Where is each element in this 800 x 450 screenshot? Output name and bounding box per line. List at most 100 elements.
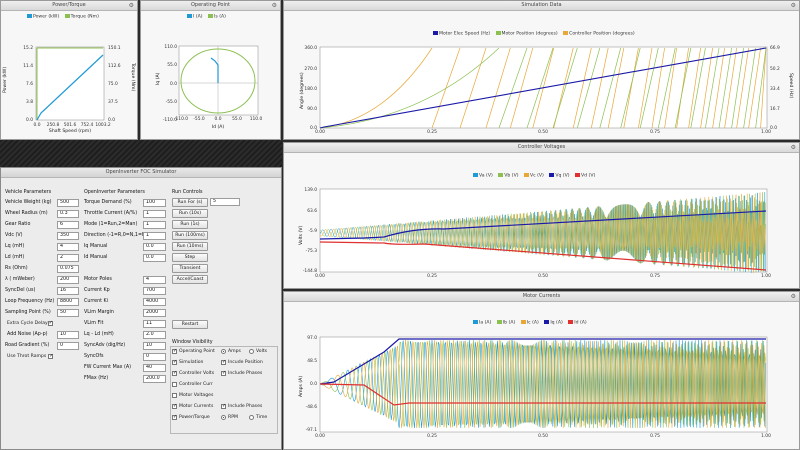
vehicle-parameters-header: Vehicle Parameters	[5, 190, 52, 195]
gear-icon[interactable]: ⚙	[790, 293, 796, 300]
gear-icon[interactable]: ⚙	[128, 2, 134, 9]
inverter-param-input[interactable]: 200.0	[143, 375, 166, 383]
inverter-param-input[interactable]: 40	[143, 364, 166, 372]
run-control-button[interactable]: Run (10s)	[172, 209, 208, 218]
checkbox-box[interactable]	[172, 393, 177, 398]
inverter-param-input[interactable]: 700	[143, 287, 166, 295]
checkbox-box[interactable]: ✓	[172, 370, 178, 376]
checkbox-box[interactable]: ✓	[221, 403, 227, 409]
legend-ctrl-pos: Controller Position (degrees)	[569, 31, 635, 37]
add-noise-input[interactable]: 10	[57, 331, 79, 339]
operating-point-titlebar[interactable]: Operating Point ⚙	[141, 1, 280, 11]
tick-label: 0.75	[650, 129, 660, 135]
run-for-input[interactable]: 5	[210, 198, 240, 206]
vehicle-param-input[interactable]: 8800	[57, 298, 79, 306]
simulator-titlebar[interactable]: OpenInverter FOC Simulator	[1, 168, 281, 178]
checkbox-box[interactable]: ✓	[47, 320, 53, 326]
checkbox-box[interactable]: ✓	[221, 359, 227, 365]
inverter-param-input[interactable]: 4000	[143, 298, 166, 306]
motor-currents-titlebar[interactable]: Motor Currents ⚙	[284, 292, 799, 302]
run-control-button[interactable]: Run (100ms)	[172, 231, 208, 240]
radio-circle[interactable]	[221, 349, 226, 354]
window-visibility-checkbox[interactable]: ✓ Motor Currents	[172, 404, 213, 409]
gear-icon[interactable]: ⚙	[790, 2, 796, 9]
y-axis-label: Iq (A)	[155, 72, 161, 85]
window-visibility-checkbox[interactable]: Controller Curr	[172, 382, 213, 387]
inverter-param-input[interactable]: 1	[143, 210, 166, 218]
inverter-param-input[interactable]: 1	[143, 221, 166, 229]
current-limit-circle	[180, 48, 256, 114]
window-extra-checkbox[interactable]: ✓ Incude Position	[221, 360, 263, 365]
vehicle-param-input[interactable]: 6	[57, 221, 79, 229]
checkbox-box[interactable]: ✓	[221, 370, 227, 376]
window-title: Power/Torque	[52, 2, 86, 8]
power-torque-titlebar[interactable]: Power/Torque ⚙	[1, 1, 137, 11]
extra-cycle-delay-checkbox[interactable]: Extra Cycle Delay ✓	[7, 321, 55, 326]
road-gradient-input[interactable]: 0	[57, 342, 79, 350]
inverter-param-input[interactable]: 4	[143, 276, 166, 284]
window-visibility-checkbox[interactable]: ✓ Controller Volts	[172, 371, 214, 376]
checkbox-box[interactable]: ✓	[172, 359, 178, 365]
checkbox-box[interactable]: ✓	[48, 353, 54, 359]
checkbox-label: Extra Cycle Delay	[7, 321, 48, 326]
inverter-param-input[interactable]: 0	[143, 353, 166, 361]
vehicle-param-input[interactable]: 16	[57, 287, 79, 295]
radio-circle[interactable]	[221, 415, 226, 420]
tick-label: 66.9	[770, 45, 780, 51]
window-visibility-group	[170, 346, 278, 434]
use-throt-ramps-checkbox[interactable]: Use Throt Ramps ✓	[7, 354, 55, 359]
window-extra-checkbox[interactable]: ✓ Include Phases	[221, 404, 262, 409]
window-extra-checkbox[interactable]: ✓ Include Phases	[221, 371, 262, 376]
tick-label: 11.4	[23, 63, 33, 69]
rpm-radio[interactable]: RPM	[221, 415, 238, 420]
power-torque-checkbox[interactable]: ✓ Power/Torque	[172, 415, 210, 420]
run-control-button[interactable]: Step	[172, 253, 208, 262]
vehicle-param-input[interactable]: 0.075	[57, 265, 79, 273]
radio-circle[interactable]	[249, 349, 254, 354]
run-control-button[interactable]: Run (1s)	[172, 220, 208, 229]
inverter-param-input[interactable]: 10	[143, 342, 166, 350]
vehicle-param-input[interactable]: 200	[57, 276, 79, 284]
time-radio[interactable]: Time	[249, 415, 267, 420]
inverter-param-input[interactable]: 2000	[143, 309, 166, 317]
checkbox-box[interactable]	[172, 382, 177, 387]
inverter-param-input[interactable]: 2.0	[143, 331, 166, 339]
inverter-param-input[interactable]: 0.0	[143, 243, 166, 251]
iq-series	[319, 338, 766, 385]
restart-button[interactable]: Restart	[172, 320, 208, 329]
vehicle-param-input[interactable]: 4	[57, 243, 79, 251]
gear-icon[interactable]: ⚙	[271, 2, 277, 9]
inverter-param-input[interactable]: 0.0	[143, 254, 166, 262]
checkbox-box[interactable]: ✓	[172, 414, 178, 420]
inverter-param-label: SyncAdv (dig/Hz)	[84, 343, 126, 348]
vehicle-param-input[interactable]: 0.3	[57, 210, 79, 218]
checkbox-box[interactable]: ✓	[172, 348, 178, 354]
volts-radio[interactable]: Volts	[249, 349, 267, 354]
operating-point-chart: Iq (A) 110.0 55.0 0.0 -55.0 -110.0 -110.…	[155, 44, 263, 130]
vehicle-param-input[interactable]: 2	[57, 254, 79, 262]
inverter-param-input[interactable]: 11	[143, 320, 166, 328]
controller-voltages-titlebar[interactable]: Controller Voltages ⚙	[284, 143, 799, 153]
controller-voltages-window: Controller Voltages ⚙ Va (V) Vb (V) Vc (V…	[283, 142, 800, 289]
tick-label: 0.50	[538, 273, 548, 279]
run-control-button[interactable]: Run (10ms)	[172, 242, 208, 251]
inverter-param-input[interactable]: 100	[143, 199, 166, 207]
run-for-button[interactable]: Run For (s)	[172, 198, 208, 207]
run-control-button[interactable]: Transient	[172, 264, 208, 273]
vehicle-param-input[interactable]: 350	[57, 232, 79, 240]
checkbox-box[interactable]: ✓	[172, 403, 178, 409]
radio-circle[interactable]	[249, 415, 254, 420]
inverter-param-input[interactable]: 1	[143, 232, 166, 240]
simulation-data-titlebar[interactable]: Simulation Data ⚙	[284, 1, 799, 11]
window-visibility-checkbox[interactable]: ✓ Simulation	[172, 360, 203, 365]
gear-icon[interactable]: ⚙	[790, 144, 796, 151]
vehicle-param-input[interactable]: 50	[57, 309, 79, 317]
add-noise-label: Add Noise (Ap-p)	[7, 332, 48, 337]
run-control-button[interactable]: Accel/Coast	[172, 275, 208, 284]
vehicle-param-input[interactable]: 500	[57, 199, 79, 207]
tick-label: 110.0	[250, 116, 263, 122]
window-visibility-checkbox[interactable]: Motor Voltages	[172, 393, 213, 398]
operating-point-checkbox[interactable]: ✓ Operating Point	[172, 349, 215, 354]
id-series	[319, 383, 766, 406]
amps-radio[interactable]: Amps	[221, 349, 241, 354]
